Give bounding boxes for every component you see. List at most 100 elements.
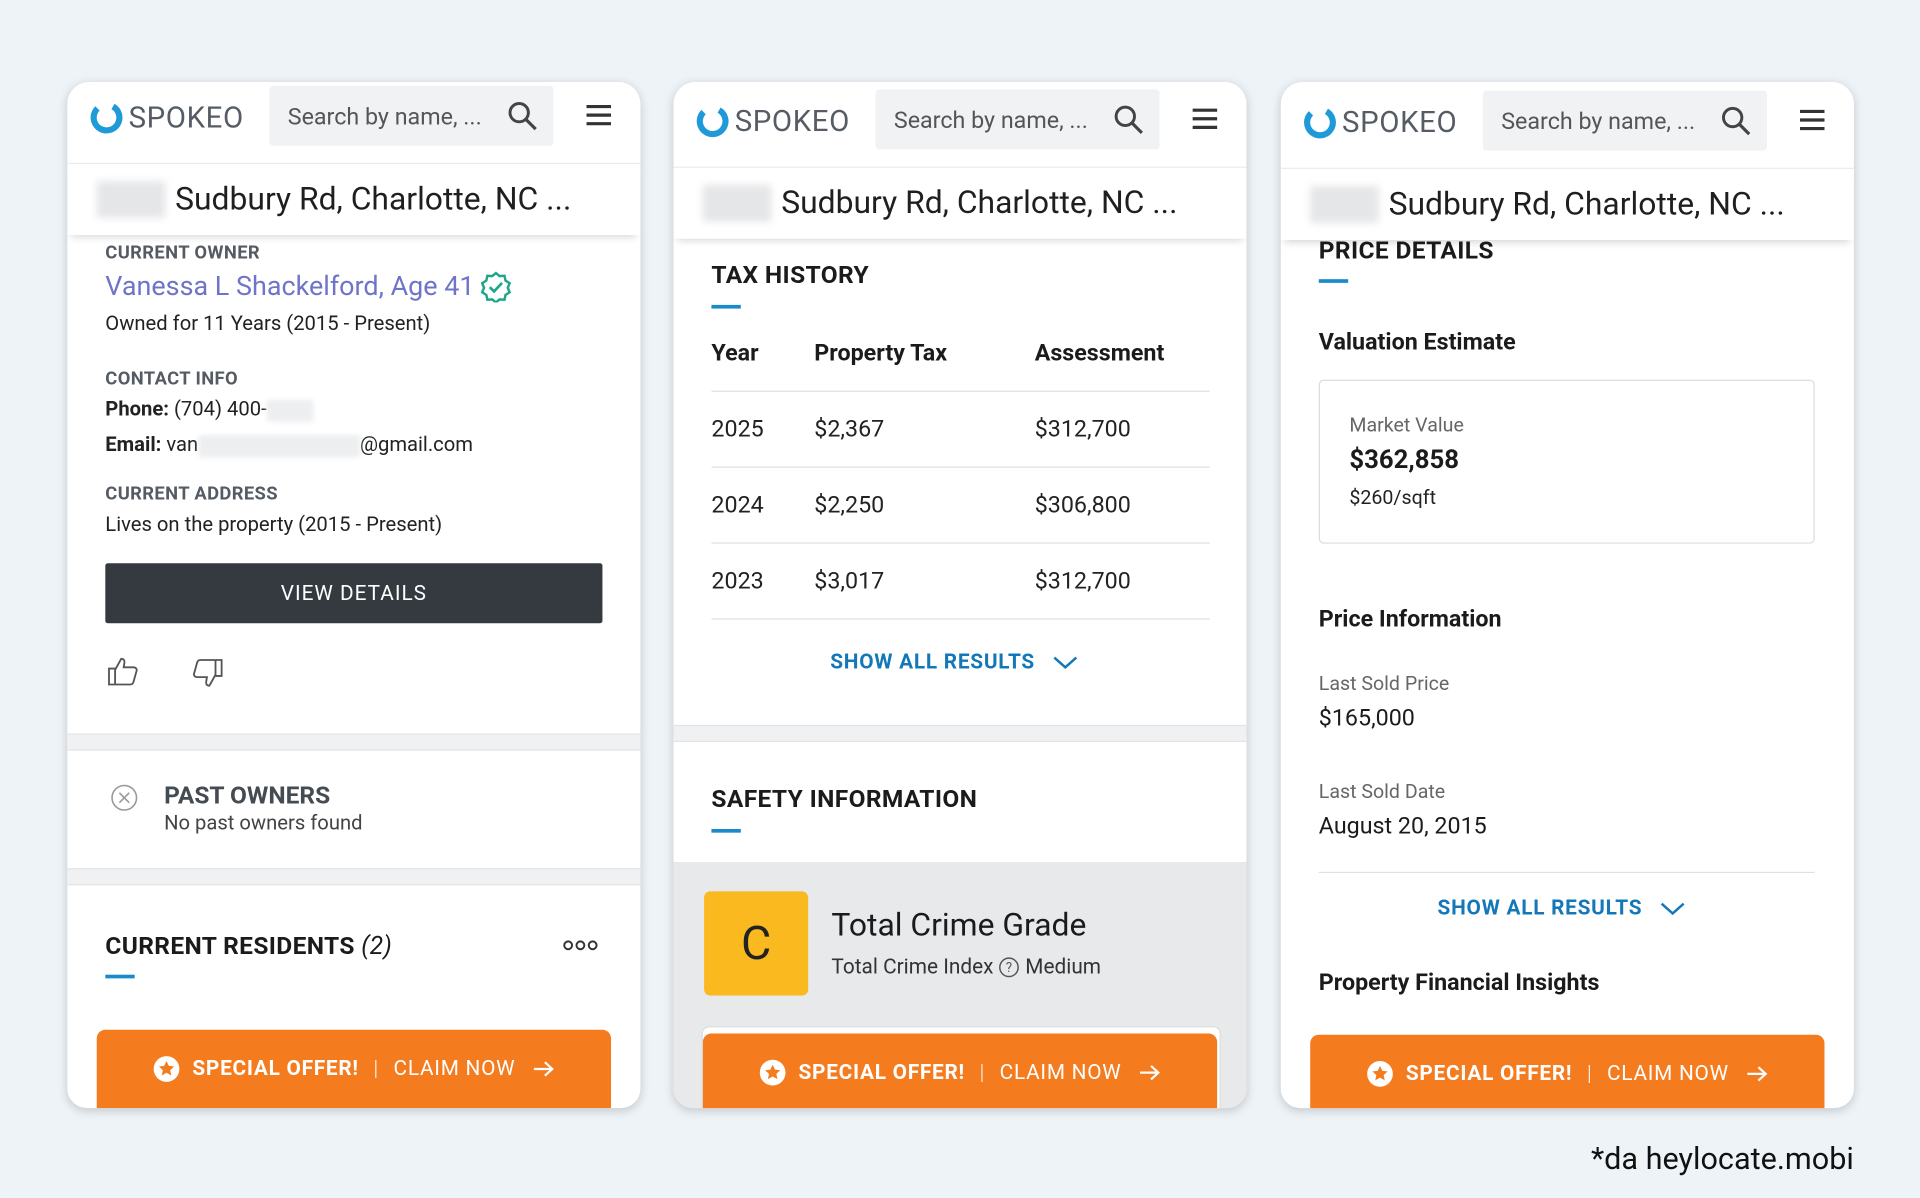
view-details-button[interactable]: VIEW DETAILS (105, 563, 603, 624)
row-divider (711, 618, 1210, 620)
email-row: Email: van @gmail.com (105, 434, 473, 457)
table-cell: $312,700 (1034, 566, 1131, 595)
logo-mark (90, 101, 123, 134)
table-cell: 2024 (711, 490, 764, 519)
past-owners-title: PAST OWNERS (164, 780, 331, 810)
show-all-text[interactable]: SHOW ALL RESULTS (830, 650, 1036, 675)
address-bar: Sudbury Rd, Charlotte, NC ... (1280, 167, 1854, 241)
offer-label[interactable]: SPECIAL OFFER! (798, 1060, 965, 1085)
residents-heading: CURRENT RESIDENTS (105, 930, 355, 961)
source-note: *da heylocate.mobi (1590, 1141, 1854, 1178)
index-label: Total Crime Index (831, 955, 994, 980)
owner-name[interactable]: Vanessa L Shackelford, Age 41 (105, 271, 475, 302)
redacted (198, 434, 360, 457)
phone-label: Phone: (105, 398, 169, 422)
redacted (1310, 186, 1379, 223)
crime-index: Total Crime Index? Medium (831, 955, 1101, 979)
offer-banner[interactable]: SPECIAL OFFER! | CLAIM NOW (1310, 1034, 1825, 1109)
show-all-text[interactable]: SHOW ALL RESULTS (1437, 896, 1643, 921)
table-cell: $2,250 (814, 490, 885, 519)
button-label[interactable]: VIEW DETAILS (280, 581, 428, 606)
phone-screen: CURRENT OWNER Vanessa L Shackelford, Age… (67, 82, 641, 1109)
logo[interactable]: SPOKEO (89, 100, 244, 135)
menu-icon[interactable] (585, 103, 612, 127)
search-box[interactable]: Search by name, ... (1482, 90, 1767, 151)
show-all-link[interactable]: SHOW ALL RESULTS (1437, 896, 1687, 921)
more-menu[interactable] (562, 939, 599, 951)
divider (1318, 871, 1815, 874)
search-box[interactable]: Search by name, ... (875, 89, 1160, 150)
menu-icon[interactable] (1799, 108, 1826, 132)
past-owners-text: No past owners found (164, 812, 363, 836)
search-placeholder[interactable]: Search by name, ... (893, 105, 1088, 134)
separator (67, 868, 641, 886)
app-header: SPOKEO Search by name, ... (673, 82, 1247, 163)
table-cell: 2025 (711, 414, 764, 443)
offer-label[interactable]: SPECIAL OFFER! (192, 1056, 359, 1082)
market-label: Market Value (1349, 413, 1464, 437)
crime-grade: C (704, 891, 809, 996)
table-cell: $2,367 (814, 414, 885, 443)
app-header: SPOKEO Search by name, ... (1280, 82, 1854, 163)
chevron (1661, 902, 1685, 916)
offer-action[interactable]: CLAIM NOW (1607, 1061, 1729, 1087)
separator (67, 733, 641, 751)
app-header: SPOKEO Search by name, ... (67, 82, 641, 163)
underline (105, 974, 135, 979)
valuation-card (1318, 379, 1815, 544)
underline (1318, 279, 1349, 283)
owner-tenure: Owned for 11 Years (2015 - Present) (105, 312, 431, 337)
address-bar: Sudbury Rd, Charlotte, NC ... (67, 162, 641, 236)
help-icon[interactable]: ? (998, 956, 1020, 978)
column-header: Assessment (1034, 338, 1165, 367)
table-cell: $306,800 (1034, 490, 1131, 519)
offer-label[interactable]: SPECIAL OFFER! (1405, 1061, 1573, 1087)
search-box[interactable]: Search by name, ... (269, 85, 554, 146)
show-all-link[interactable]: SHOW ALL RESULTS (830, 650, 1079, 675)
logo-mark (696, 105, 729, 138)
phone-row: Phone: (704) 400- (105, 398, 314, 422)
thumbs-up[interactable] (107, 655, 141, 687)
offer-separator: | (1586, 1061, 1593, 1087)
search-placeholder[interactable]: Search by name, ... (1501, 106, 1696, 135)
logo-text: SPOKEO (734, 104, 850, 139)
offer-banner[interactable]: SPECIAL OFFER! | CLAIM NOW (702, 1033, 1218, 1109)
phone-screen: PRICE DETAILS Valuation Estimate Market … (1280, 82, 1854, 1109)
market-value: $362,858 (1349, 445, 1459, 476)
row-divider (711, 542, 1210, 544)
logo-text: SPOKEO (128, 100, 244, 135)
section-title: SAFETY INFORMATION (711, 783, 978, 814)
search-placeholder[interactable]: Search by name, ... (287, 101, 482, 130)
none-icon (111, 784, 138, 811)
owner-link[interactable]: Vanessa L Shackelford, Age 41 (105, 271, 511, 303)
table-cell: $3,017 (814, 566, 885, 595)
menu-icon[interactable] (1191, 107, 1218, 131)
star-icon (153, 1056, 180, 1082)
field-value: August 20, 2015 (1318, 811, 1487, 840)
table-cell: 2023 (711, 566, 764, 595)
email-start: van (166, 434, 199, 458)
offer-action[interactable]: CLAIM NOW (999, 1060, 1122, 1085)
logo[interactable]: SPOKEO (1303, 105, 1457, 140)
section-label: CURRENT ADDRESS (105, 482, 278, 505)
logo[interactable]: SPOKEO (696, 104, 850, 138)
address-bar: Sudbury Rd, Charlotte, NC ... (673, 166, 1247, 239)
underline (711, 304, 741, 309)
subheading: Valuation Estimate (1318, 327, 1516, 356)
per-sqft: $260/sqft (1349, 485, 1436, 509)
offer-action[interactable]: CLAIM NOW (393, 1056, 516, 1082)
section-label: CURRENT OWNER (105, 241, 261, 264)
redacted (266, 399, 314, 422)
thumbs-down[interactable] (190, 658, 224, 690)
phone-screen: TAX HISTORY Year Property Tax Assessment… (673, 82, 1247, 1109)
chevron (1053, 656, 1078, 669)
residents-title: CURRENT RESIDENTS (2) (105, 931, 392, 960)
offer-banner[interactable]: SPECIAL OFFER! | CLAIM NOW (96, 1029, 612, 1109)
search-icon[interactable] (1113, 104, 1145, 136)
address: Sudbury Rd, Charlotte, NC ... (1388, 186, 1785, 223)
email-end: @gmail.com (359, 434, 473, 458)
search-icon[interactable] (507, 100, 539, 132)
residents-count: (2) (361, 930, 393, 961)
search-icon[interactable] (1720, 105, 1752, 137)
star-icon (1367, 1061, 1393, 1087)
